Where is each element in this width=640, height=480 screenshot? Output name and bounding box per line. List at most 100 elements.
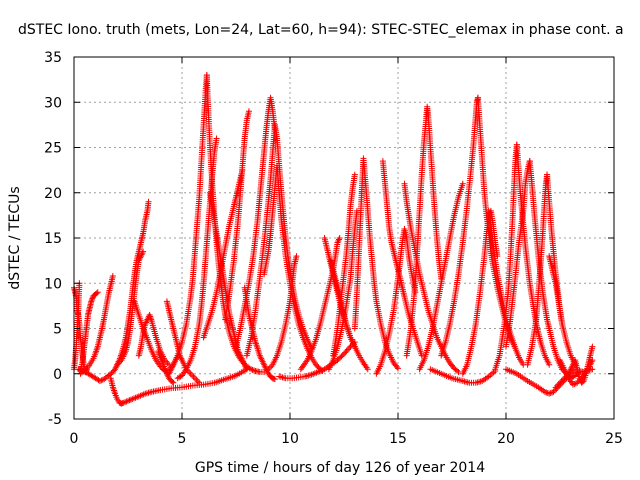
x-axis-label: GPS time / hours of day 126 of year 2014 (195, 460, 485, 476)
data-point (126, 397, 133, 404)
data-point (547, 390, 554, 397)
data-point (343, 347, 350, 354)
data-point (543, 389, 550, 396)
data-point (271, 376, 278, 383)
data-point (336, 235, 343, 241)
x-tick-label: 0 (70, 431, 79, 447)
series-6 (107, 366, 250, 407)
axis-ticks: 0 5 10 15 20 25 -5 0 5 10 15 20 25 30 35 (44, 50, 623, 447)
data-point (395, 365, 401, 372)
series-51 (559, 366, 596, 382)
series-23 (265, 253, 300, 373)
series-35 (416, 180, 466, 373)
data-point (169, 378, 176, 385)
data-point (120, 399, 127, 406)
series-41 (492, 141, 520, 373)
series-24 (276, 339, 358, 382)
data-point (245, 108, 252, 115)
chart-title: dSTEC Iono. truth (mets, Lon=24, Lat=60,… (18, 22, 624, 38)
series-20 (243, 121, 281, 359)
grid (74, 57, 614, 419)
series-7 (114, 248, 147, 368)
data-point (127, 396, 134, 403)
series-29 (330, 171, 358, 359)
data-point (454, 367, 461, 374)
data-point (583, 367, 590, 374)
data-point (569, 381, 576, 388)
data-point (335, 355, 342, 362)
series-48 (503, 366, 579, 397)
data-point (123, 398, 130, 405)
data-point (546, 361, 553, 368)
data-point (108, 370, 115, 377)
data-point (589, 357, 596, 364)
x-tick-label: 20 (497, 431, 515, 447)
data-point (341, 350, 347, 357)
data-point (190, 373, 197, 380)
y-tick-label: 5 (53, 322, 62, 338)
data-point (193, 376, 200, 383)
data-point (249, 366, 256, 373)
data-point (79, 368, 86, 375)
data-point (93, 290, 100, 297)
series-25 (297, 235, 343, 373)
x-tick-label: 15 (389, 431, 407, 447)
data-point (582, 368, 589, 375)
data-point (96, 377, 103, 384)
data-point (541, 388, 548, 395)
data-point (88, 296, 95, 303)
series-4 (77, 273, 116, 377)
data-point (314, 362, 321, 369)
data-point (364, 366, 371, 373)
data-point (191, 375, 198, 382)
series-33 (401, 180, 462, 375)
series-22 (274, 135, 315, 352)
data-point (88, 298, 95, 305)
data-point (145, 198, 152, 205)
series-3 (77, 289, 101, 375)
series-38 (459, 207, 501, 377)
data-point (589, 366, 596, 373)
series-43 (503, 158, 533, 350)
x-tick-label: 10 (281, 431, 299, 447)
series-8 (131, 298, 181, 377)
y-tick-label: 15 (44, 231, 62, 247)
x-tick-label: 5 (178, 431, 187, 447)
series-39 (427, 366, 499, 386)
data-point (243, 366, 250, 373)
data-point (122, 399, 129, 406)
data-point (78, 367, 85, 374)
data-point (89, 295, 96, 302)
data-point (459, 180, 466, 187)
data-point (189, 372, 196, 379)
data-point (140, 248, 147, 255)
data-point (213, 135, 220, 142)
data-point (589, 343, 596, 350)
data-point (312, 361, 319, 368)
data-point (125, 397, 131, 404)
data-point (94, 289, 101, 296)
data-point (194, 378, 201, 385)
data-point (293, 253, 300, 260)
y-tick-label: 10 (44, 276, 62, 292)
y-axis-label: dSTEC / TECUs (7, 186, 23, 289)
series-5 (75, 198, 152, 384)
data-point (339, 352, 346, 359)
data-point (344, 346, 351, 353)
data-point (337, 354, 344, 361)
data-point (346, 345, 353, 352)
series-45 (524, 171, 551, 368)
series-30 (351, 155, 401, 372)
series-15 (207, 189, 250, 373)
data-point (393, 363, 400, 370)
x-tick-label: 25 (605, 431, 623, 447)
data-point (546, 390, 553, 397)
data-point (418, 352, 425, 359)
series-36 (438, 94, 481, 359)
series-9 (135, 311, 173, 368)
series-19 (233, 94, 278, 350)
data-point (76, 366, 83, 373)
y-tick-label: 25 (44, 141, 62, 157)
data-point (98, 377, 105, 384)
data-point (109, 273, 116, 280)
